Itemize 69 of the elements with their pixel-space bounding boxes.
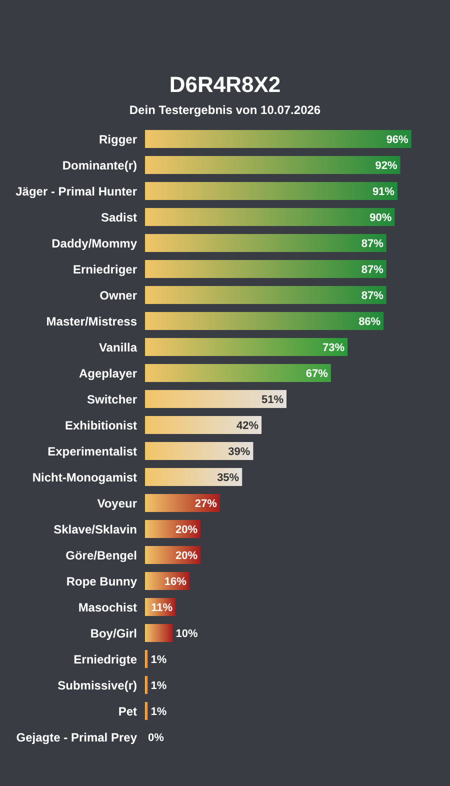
data-label: 20%: [175, 550, 198, 562]
data-label: 87%: [361, 264, 384, 276]
bar: [145, 286, 386, 304]
bar: [145, 468, 242, 486]
y-tick-label: Pet: [118, 704, 137, 718]
y-tick-label: Switcher: [86, 392, 138, 406]
y-tick-label: Experimentalist: [48, 444, 137, 458]
data-label: 73%: [322, 342, 345, 354]
y-tick-label: Voyeur: [97, 496, 138, 510]
y-tick-label: Erniedrigte: [74, 652, 138, 666]
data-label: 35%: [217, 472, 240, 484]
data-label: 16%: [164, 576, 187, 588]
bar: [145, 312, 384, 330]
bar: [145, 364, 331, 382]
y-tick-label: Boy/Girl: [90, 626, 137, 640]
y-tick-label: Göre/Bengel: [66, 548, 137, 562]
bar: [145, 442, 254, 460]
data-label: 39%: [228, 446, 250, 458]
bar: [145, 130, 412, 148]
data-label: 87%: [361, 238, 384, 250]
y-tick-label: Jäger - Primal Hunter: [16, 184, 138, 198]
data-label: 20%: [175, 524, 198, 536]
data-label: 1%: [150, 654, 167, 666]
y-tick-label: Owner: [100, 288, 138, 302]
y-tick-label: Erniedriger: [72, 262, 138, 276]
data-label: 91%: [372, 186, 395, 198]
data-label: 1%: [150, 706, 167, 718]
data-label: 0%: [148, 732, 164, 744]
bar: [145, 676, 148, 694]
bar: [145, 416, 262, 434]
bar: [145, 702, 148, 720]
y-tick-label: Submissive(r): [58, 678, 138, 692]
data-label: 86%: [358, 316, 381, 328]
data-label: 96%: [386, 134, 409, 146]
y-tick-label: Nicht-Monogamist: [32, 470, 137, 484]
y-tick-label: Master/Mistress: [46, 314, 138, 328]
data-label: 10%: [176, 628, 198, 640]
bar: [145, 650, 148, 668]
data-label: 42%: [236, 420, 259, 432]
y-tick-label: Rigger: [98, 132, 138, 146]
data-label: 87%: [361, 290, 384, 302]
bar: [145, 494, 220, 512]
bar: [145, 624, 173, 642]
data-label: 51%: [261, 394, 284, 406]
chart-subtitle: Dein Testergebnis von 10.07.2026: [128, 103, 322, 117]
y-tick-label: Daddy/Mommy: [52, 236, 138, 250]
y-tick-label: Masochist: [78, 600, 137, 614]
bar: [145, 182, 398, 200]
bar: [145, 156, 400, 174]
data-label: 1%: [150, 680, 167, 692]
bar: [145, 208, 395, 226]
y-tick-label: Rope Bunny: [66, 574, 138, 588]
chart-title: D6R4R8X2: [168, 72, 282, 98]
y-tick-label: Gejagte - Primal Prey: [16, 730, 138, 744]
y-tick-label: Dominante(r): [62, 158, 137, 172]
data-label: 67%: [306, 368, 328, 380]
data-label: 92%: [375, 160, 398, 172]
bar: [145, 390, 286, 408]
data-label: 11%: [151, 602, 173, 614]
bar: [145, 260, 386, 278]
bar: [145, 234, 386, 252]
y-tick-label: Vanilla: [98, 340, 138, 354]
data-label: 27%: [194, 498, 218, 510]
bar: [145, 338, 348, 356]
y-tick-label: Exhibitionist: [65, 418, 138, 432]
y-tick-label: Sadist: [100, 210, 137, 224]
y-tick-label: Sklave/Sklavin: [54, 522, 137, 536]
y-tick-label: Ageplayer: [78, 366, 138, 380]
data-label: 90%: [370, 212, 392, 224]
